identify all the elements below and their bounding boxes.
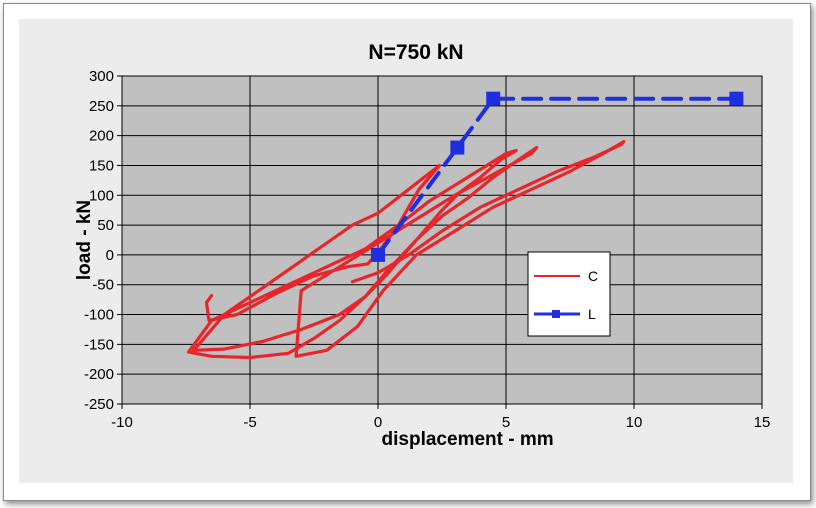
y-tick-label: 250 xyxy=(89,98,114,115)
x-tick-label: 15 xyxy=(754,414,771,431)
axis-layer: -250-200-150-100-50050100150200250300-10… xyxy=(84,68,770,431)
y-tick-label: 300 xyxy=(89,68,114,85)
series-L-marker xyxy=(486,91,501,106)
legend-box xyxy=(527,251,611,337)
y-tick-label: 200 xyxy=(89,128,114,145)
y-tick-label: -200 xyxy=(84,366,114,383)
y-axis-title: load - kN xyxy=(74,200,95,280)
legend-label-L: L xyxy=(588,306,596,322)
chart-title: N=750 kN xyxy=(368,41,463,64)
x-tick-label: -5 xyxy=(243,414,256,431)
x-tick-label: 5 xyxy=(502,414,510,431)
y-tick-label: -250 xyxy=(84,396,114,413)
y-tick-label: 100 xyxy=(89,187,114,204)
plot-border xyxy=(121,75,763,405)
series-L-line xyxy=(376,96,739,257)
y-tick-label: -100 xyxy=(84,307,114,324)
x-axis-title: displacement - mm xyxy=(382,429,554,450)
y-tick-label: 0 xyxy=(106,247,114,264)
series-L-marker xyxy=(371,247,385,262)
legend-items: CL xyxy=(534,268,598,322)
legend-label-C: C xyxy=(588,268,598,284)
chart-svg: N=750 kN -250-200-150-100-50050100150200… xyxy=(19,19,793,483)
y-tick-label: 50 xyxy=(97,217,114,234)
series-C-line xyxy=(187,140,626,360)
x-tick-label: -10 xyxy=(111,414,133,431)
chart-frame: N=750 kN -250 -200 -150 -100 -50 0 50 100 150 200… xyxy=(3,3,811,501)
legend: CL xyxy=(527,251,611,337)
series-L-marker xyxy=(729,91,744,106)
legend-marker-L xyxy=(552,310,560,318)
x-tick-label: 10 xyxy=(626,414,643,431)
series-layer xyxy=(187,91,744,360)
y-tick-label: 150 xyxy=(89,157,114,174)
y-tick-label: -50 xyxy=(92,277,114,294)
x-tick-label: 0 xyxy=(374,414,382,431)
y-tick-label: -150 xyxy=(84,336,114,353)
series-L-marker xyxy=(450,140,465,155)
